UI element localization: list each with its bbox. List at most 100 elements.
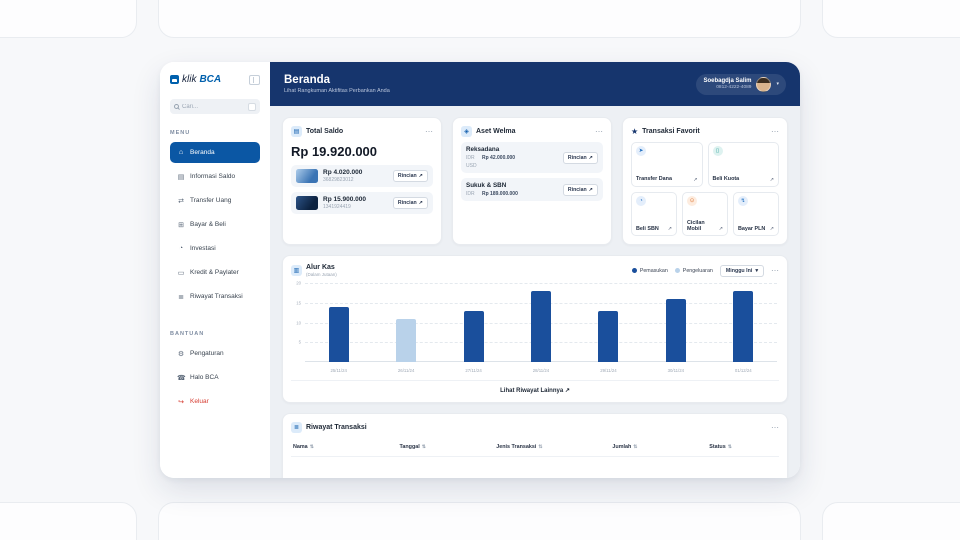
external-link-icon: ↗ — [564, 388, 570, 394]
sidebar-item-pengaturan[interactable]: ⚙ Pengaturan — [170, 343, 260, 364]
car-icon: ⊙ — [687, 195, 697, 206]
rincian-label: Rincian — [397, 173, 417, 179]
x-tick-label: 29/11/24 — [600, 368, 617, 373]
search-input[interactable] — [182, 103, 245, 110]
asset-value-line: IDR Rp 189.000.000 — [466, 191, 558, 197]
asset-row: Sukuk & SBN IDR Rp 189.000.000 Rincian ↗ — [461, 178, 603, 201]
wallet-icon: ▤ — [291, 126, 302, 137]
legend-label: Pengeluaran — [682, 267, 713, 274]
view-history-link[interactable]: Lihat Riwayat Lainnya ↗ — [291, 380, 779, 394]
sidebar-search[interactable] — [170, 99, 260, 114]
card-title: Total Saldo — [306, 128, 344, 135]
bar-chart-icon: ▥ — [291, 265, 302, 276]
more-options-icon[interactable]: ⋯ — [425, 126, 433, 136]
column-label: Jenis Transaksi — [496, 444, 537, 450]
column-header-jenis-transaksi[interactable]: Jenis Transaksi ⇅ — [496, 444, 612, 450]
legend-label: Pemasukan — [639, 267, 668, 274]
chart-bar-pemasukan — [733, 290, 754, 362]
bond-icon: ◔ — [636, 195, 646, 206]
column-label: Tanggal — [399, 444, 420, 450]
chart-column — [575, 283, 642, 362]
debit-card-thumbnail — [296, 196, 318, 210]
sort-icon: ⇅ — [633, 444, 638, 450]
favorite-tile-transfer-dana[interactable]: ➤ Transfer Dana ↗ — [631, 142, 703, 187]
sidebar-item-bayar-beli[interactable]: ⊞ Bayar & Beli — [170, 214, 260, 235]
period-select[interactable]: Minggu Ini ▾ — [719, 264, 764, 277]
y-tick-label: 20 — [296, 280, 301, 286]
credit-icon: ▭ — [177, 269, 185, 277]
external-link-icon: ↗ — [418, 173, 423, 179]
more-options-icon[interactable]: ⋯ — [771, 422, 779, 432]
sidebar-item-halo-bca[interactable]: ☎ Halo BCA — [170, 367, 260, 388]
sidebar-item-kredit-paylater[interactable]: ▭ Kredit & Paylater — [170, 262, 260, 283]
transaksi-favorit-card: ★ Transaksi Favorit ⋯ ➤ Transfer Dana ↗ — [622, 117, 788, 245]
column-header-jumlah[interactable]: Jumlah ⇅ — [612, 444, 709, 450]
column-header-status[interactable]: Status ⇅ — [709, 444, 777, 450]
chart-column — [440, 283, 507, 362]
bars — [305, 283, 777, 362]
rincian-label: Rincian — [567, 186, 587, 193]
card-header: ◈ Aset Welma ⋯ — [461, 126, 603, 137]
adjacent-card-outline — [158, 502, 801, 540]
gear-icon: ⚙ — [177, 350, 185, 358]
rincian-button[interactable]: Rincian ↗ — [392, 170, 428, 182]
sidebar-item-riwayat-transaksi[interactable]: ≣ Riwayat Transaksi — [170, 286, 260, 307]
currency-label: USD — [466, 163, 477, 169]
x-tick-label: 27/11/24 — [465, 368, 482, 373]
sidebar-item-label: Investasi — [190, 245, 216, 252]
adjacent-card-outline — [158, 0, 801, 38]
favorite-tile-cicilan-mobil[interactable]: ⊙ Cicilan Mobil ↗ — [682, 191, 728, 236]
rincian-button[interactable]: Rincian ↗ — [392, 197, 428, 209]
table-header-row: Nama ⇅ Tanggal ⇅ Jenis Transaksi ⇅ Jum — [291, 444, 779, 450]
favorite-tile-bayar-pln[interactable]: ↯ Bayar PLN ↗ — [733, 191, 779, 236]
column-label: Status — [709, 444, 726, 450]
search-icon — [174, 104, 179, 109]
card-header: ▤ Total Saldo ⋯ — [291, 126, 433, 137]
rincian-button[interactable]: Rincian ↗ — [562, 183, 598, 196]
history-icon: ≣ — [178, 293, 184, 301]
favorite-tiles-row: ➤ Transfer Dana ↗ ▯ Beli Kuota ↗ — [631, 142, 779, 187]
favorite-tile-beli-sbn[interactable]: ◔ Beli SBN ↗ — [631, 191, 677, 236]
column-header-nama[interactable]: Nama ⇅ — [293, 444, 399, 450]
page-heading: Beranda Lihat Rangkuman Aktifitas Perban… — [284, 74, 390, 94]
sidebar-item-transfer-uang[interactable]: ⇄ Transfer Uang — [170, 190, 260, 211]
more-options-icon[interactable]: ⋯ — [771, 126, 779, 136]
account-meta: Rp 4.020.000 36829823012 — [323, 169, 388, 183]
sidebar-item-label: Keluar — [190, 398, 209, 405]
logout-icon: ↪ — [178, 398, 184, 406]
asset-icon: ◈ — [461, 126, 472, 137]
sidebar-item-beranda[interactable]: ⌂ Beranda — [170, 142, 260, 163]
sidebar-collapse-icon[interactable] — [249, 74, 260, 85]
avatar — [756, 76, 772, 92]
favorite-tile-beli-kuota[interactable]: ▯ Beli Kuota ↗ — [707, 142, 779, 187]
chevron-down-icon: ▾ — [755, 267, 758, 274]
asset-meta: Reksadana IDR Rp 42.000.000 USD — [466, 146, 558, 169]
chart-subtitle: (Dalam Jutaan) — [306, 272, 337, 277]
sidebar-item-investasi[interactable]: ◔ Investasi — [170, 238, 260, 259]
user-menu[interactable]: Soebagdja Salim 0812-4222-4089 ▾ — [696, 73, 786, 95]
more-options-icon[interactable]: ⋯ — [771, 265, 779, 275]
more-options-icon[interactable]: ⋯ — [595, 126, 603, 136]
chart-column — [305, 283, 372, 362]
sidebar-item-informasi-saldo[interactable]: ▤ Informasi Saldo — [170, 166, 260, 187]
account-balance: Rp 15.900.000 — [323, 196, 367, 203]
sidebar-item-keluar[interactable]: ↪ Keluar — [170, 391, 260, 412]
tile-label: Beli SBN — [636, 225, 659, 232]
external-link-icon: ↗ — [693, 176, 698, 183]
user-name: Soebagdja Salim — [703, 78, 752, 84]
help-section-label: BANTUAN — [170, 331, 205, 337]
rincian-label: Rincian — [567, 154, 587, 161]
sim-card-icon: ▯ — [712, 146, 723, 156]
rincian-button[interactable]: Rincian ↗ — [562, 151, 598, 164]
balance-card-icon: ▤ — [177, 173, 185, 181]
page-title: Beranda — [284, 74, 331, 86]
shopping-icon: ⊞ — [178, 221, 184, 229]
page-subtitle: Lihat Rangkuman Aktifitas Perbankan Anda — [284, 88, 390, 94]
user-phone: 0812-4222-4089 — [716, 85, 752, 90]
external-link-icon: ↗ — [418, 200, 423, 206]
currency-label: IDR — [466, 191, 475, 197]
column-header-tanggal[interactable]: Tanggal ⇅ — [399, 444, 496, 450]
asset-row: Reksadana IDR Rp 42.000.000 USD — [461, 142, 603, 173]
column-label: Jumlah — [612, 444, 632, 450]
x-tick-label: 25/11/24 — [330, 368, 347, 373]
